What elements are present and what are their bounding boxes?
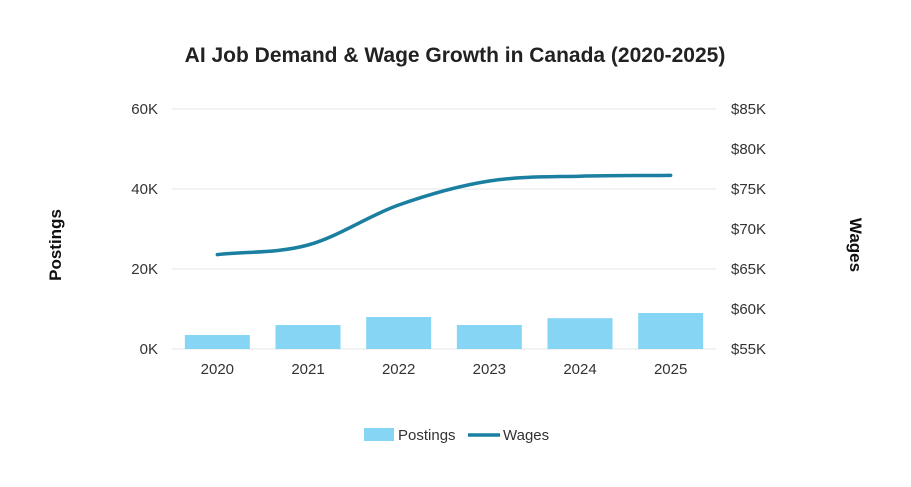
chart-title: AI Job Demand & Wage Growth in Canada (2… (185, 44, 726, 67)
left-tick-label: 60K (131, 101, 158, 118)
grid (172, 108, 716, 350)
left-tick-label: 40K (131, 181, 158, 198)
left-axis-ticks: 0K 20K 40K 60K (131, 101, 158, 358)
x-axis-ticks: 2020 2021 2022 2023 2024 2025 (201, 361, 688, 378)
wage-line (215, 173, 673, 257)
bar-2022 (366, 317, 432, 349)
wage-line-path (215, 173, 673, 257)
left-axis-title: Postings (46, 209, 65, 281)
legend-label-postings: Postings (398, 427, 456, 444)
x-tick-label: 2025 (654, 361, 687, 378)
right-tick-label: $70K (731, 221, 766, 238)
left-tick-label: 0K (140, 341, 158, 358)
bar-2020 (184, 335, 250, 349)
x-tick-label: 2023 (473, 361, 506, 378)
right-axis-title: Wages (846, 218, 865, 272)
right-tick-label: $65K (731, 261, 766, 278)
bar-2024 (547, 318, 613, 349)
right-tick-label: $60K (731, 301, 766, 318)
right-tick-label: $80K (731, 141, 766, 158)
right-axis-ticks: $55K $60K $65K $70K $75K $80K $85K (731, 101, 766, 358)
x-tick-label: 2022 (382, 361, 415, 378)
x-tick-label: 2020 (201, 361, 234, 378)
bar-2025 (638, 313, 704, 349)
legend-label-wages: Wages (503, 427, 549, 444)
x-tick-label: 2021 (291, 361, 324, 378)
bar-2021 (275, 325, 341, 349)
bar-2023 (456, 325, 522, 349)
legend: Postings Wages (364, 427, 549, 444)
bars (184, 313, 704, 349)
right-tick-label: $55K (731, 341, 766, 358)
legend-swatch-postings (364, 428, 394, 441)
right-tick-label: $75K (731, 181, 766, 198)
right-tick-label: $85K (731, 101, 766, 118)
x-tick-label: 2024 (563, 361, 596, 378)
left-tick-label: 20K (131, 261, 158, 278)
